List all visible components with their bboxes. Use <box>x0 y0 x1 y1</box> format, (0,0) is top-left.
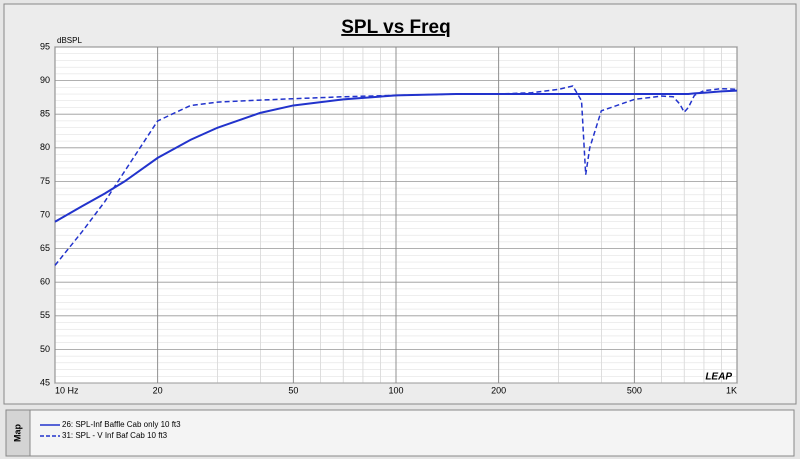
y-tick-label: 70 <box>40 209 50 219</box>
x-tick-label: 20 <box>153 385 163 395</box>
series-line <box>54 85 738 266</box>
x-tick-label: 1K <box>726 385 737 395</box>
y-tick-label: 80 <box>40 142 50 152</box>
y-tick-label: 75 <box>40 176 50 186</box>
logo: LEAP <box>705 372 732 383</box>
y-tick-label: 95 <box>40 41 50 51</box>
x-tick-label: 10 Hz <box>55 385 79 395</box>
x-tick-label: 500 <box>627 385 642 395</box>
x-tick-label: 50 <box>288 385 298 395</box>
series-line <box>54 89 738 223</box>
y-tick-label: 50 <box>40 344 50 354</box>
y-tick-label: 65 <box>40 243 50 253</box>
y-tick-label: 45 <box>40 377 50 387</box>
y-tick-label: 60 <box>40 277 50 287</box>
legend-label: 31: SPL - V Inf Baf Cab 10 ft3 <box>62 431 168 440</box>
legend-panel <box>5 409 795 457</box>
legend-label: 26: SPL-Inf Baffle Cab only 10 ft3 <box>62 420 181 429</box>
y-tick-label: 85 <box>40 109 50 119</box>
y-axis-label: dBSPL <box>57 36 82 45</box>
x-tick-label: 200 <box>491 385 506 395</box>
chart-title: SPL vs Freq <box>341 17 450 38</box>
x-tick-label: 100 <box>388 385 403 395</box>
map-tab-label: Map <box>12 423 22 442</box>
map-tab[interactable] <box>5 409 31 457</box>
y-tick-label: 55 <box>40 310 50 320</box>
y-tick-label: 90 <box>40 75 50 85</box>
